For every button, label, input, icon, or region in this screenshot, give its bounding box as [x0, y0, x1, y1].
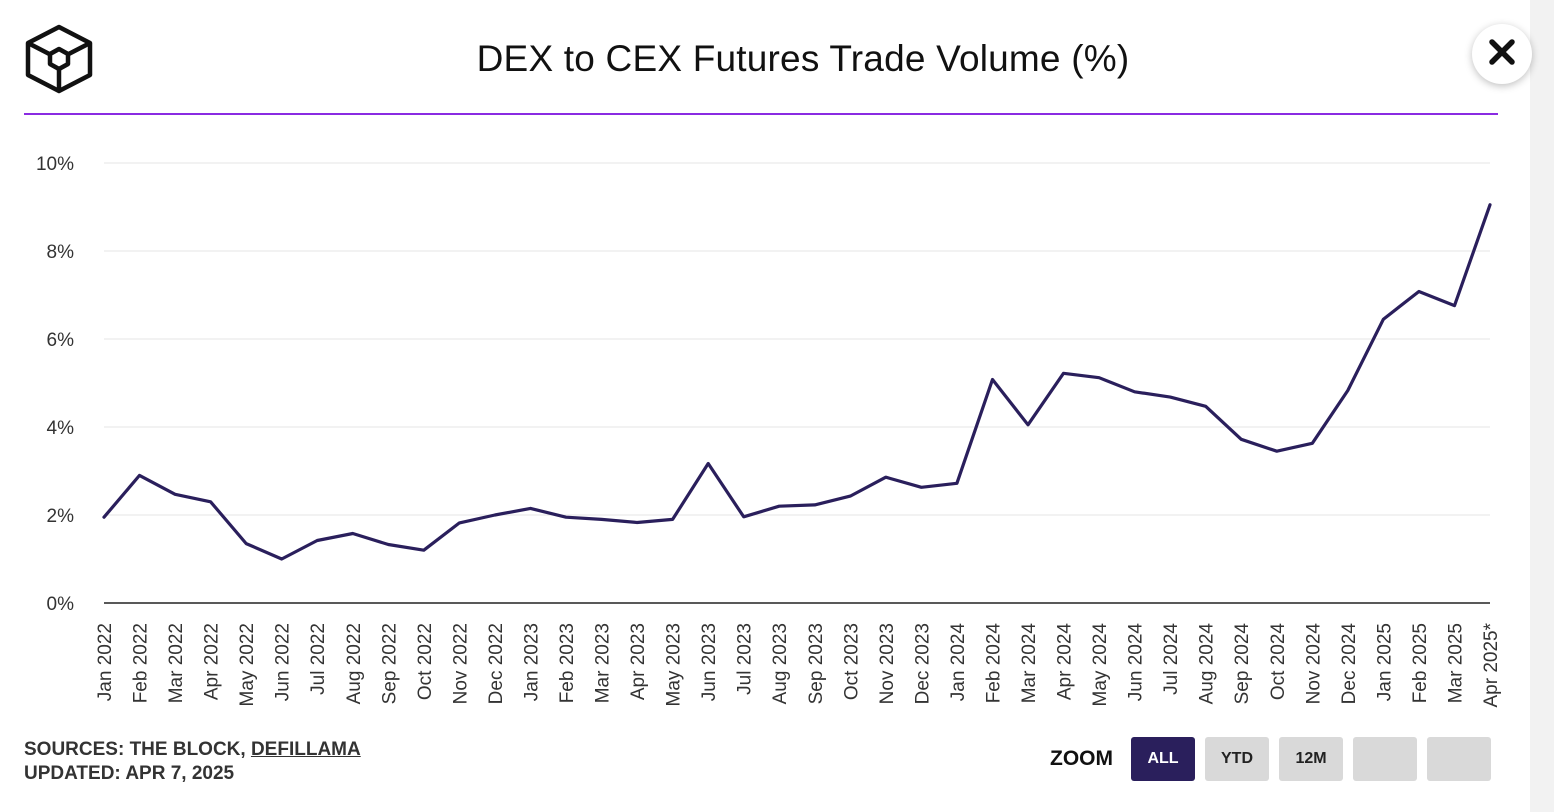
x-tick-label: Jun 2023 — [699, 623, 720, 701]
x-tick-label: Nov 2023 — [877, 623, 898, 704]
x-tick-label: Mar 2023 — [593, 623, 614, 703]
sources-text: SOURCES: THE BLOCK, — [24, 739, 251, 760]
x-tick-label: Apr 2024 — [1055, 623, 1076, 701]
scrollbar-track[interactable] — [1530, 0, 1554, 812]
x-tick-label: Jan 2025 — [1374, 623, 1395, 701]
x-tick-label: Jul 2023 — [735, 623, 756, 695]
close-button[interactable] — [1472, 24, 1532, 84]
x-tick-label: Sep 2024 — [1232, 623, 1253, 705]
y-tick-label: 2% — [47, 506, 75, 527]
x-tick-label: Apr 2022 — [202, 623, 223, 700]
x-tick-label: Mar 2024 — [1019, 623, 1040, 704]
x-tick-label: Aug 2023 — [770, 623, 791, 704]
updated-text: UPDATED: APR 7, 2025 — [24, 763, 235, 784]
x-tick-label: Jan 2024 — [948, 623, 969, 702]
x-tick-label: Oct 2022 — [415, 623, 436, 700]
zoom-12m-button[interactable]: 12M — [1279, 737, 1343, 781]
x-tick-label: Oct 2024 — [1268, 623, 1289, 701]
x-tick-label: Dec 2022 — [486, 623, 507, 704]
x-tick-label: Aug 2024 — [1197, 623, 1218, 705]
zoom-blank-button-2[interactable] — [1427, 737, 1491, 781]
x-tick-label: Apr 2025* — [1481, 622, 1502, 707]
x-tick-label: May 2024 — [1090, 623, 1111, 707]
x-tick-label: Apr 2023 — [628, 623, 649, 700]
y-tick-label: 8% — [47, 242, 75, 263]
x-tick-label: Jul 2022 — [308, 623, 329, 695]
x-tick-label: May 2022 — [237, 623, 258, 706]
defillama-link[interactable]: DEFILLAMA — [250, 739, 361, 760]
line-chart: 0% 2% 4% 6% 8% 10% Jan 2022 Feb 2022 Mar 2022 Apr… — [36, 154, 1502, 708]
x-tick-label: Feb 2023 — [557, 623, 578, 703]
x-tick-label: Sep 2022 — [379, 623, 400, 704]
x-tick-label: Mar 2022 — [166, 623, 187, 703]
x-tick-label: Jan 2022 — [95, 623, 116, 701]
x-tick-label: Oct 2023 — [841, 623, 862, 700]
x-tick-label: Feb 2024 — [983, 623, 1004, 704]
x-tick-label: Jun 2022 — [273, 623, 294, 701]
x-tick-label: Jun 2024 — [1126, 623, 1147, 702]
x-tick-label: Feb 2025 — [1410, 623, 1431, 703]
x-tick-label: Mar 2025 — [1445, 623, 1466, 703]
zoom-ytd-button[interactable]: YTD — [1205, 737, 1269, 781]
y-tick-label: 4% — [47, 418, 75, 439]
title-divider — [24, 113, 1498, 115]
x-tick-label: Dec 2024 — [1339, 623, 1360, 705]
x-tick-label: Feb 2022 — [131, 623, 152, 703]
zoom-all-button[interactable]: ALL — [1131, 737, 1195, 781]
y-tick-label: 0% — [47, 594, 75, 615]
x-tick-label: Nov 2024 — [1303, 623, 1324, 705]
x-tick-label: Aug 2022 — [344, 623, 365, 704]
y-tick-label: 6% — [47, 330, 75, 351]
the-block-logo — [24, 24, 94, 94]
chart-title: DEX to CEX Futures Trade Volume (%) — [476, 38, 1130, 79]
x-tick-label: Jan 2023 — [521, 623, 542, 701]
close-icon — [1487, 37, 1517, 72]
x-tick-label: Sep 2023 — [806, 623, 827, 704]
y-tick-label: 10% — [36, 154, 74, 175]
zoom-blank-button-1[interactable] — [1353, 737, 1417, 781]
chart-sources: SOURCES: THE BLOCK, DEFILLAMA UPDATED: A… — [24, 738, 361, 786]
series-line — [102, 203, 1492, 561]
x-tick-label: Jul 2024 — [1161, 623, 1182, 695]
zoom-label: ZOOM — [1050, 747, 1113, 770]
x-tick-label: Nov 2022 — [450, 623, 471, 704]
x-tick-label: May 2023 — [664, 623, 685, 706]
x-tick-label: Dec 2023 — [912, 623, 933, 704]
